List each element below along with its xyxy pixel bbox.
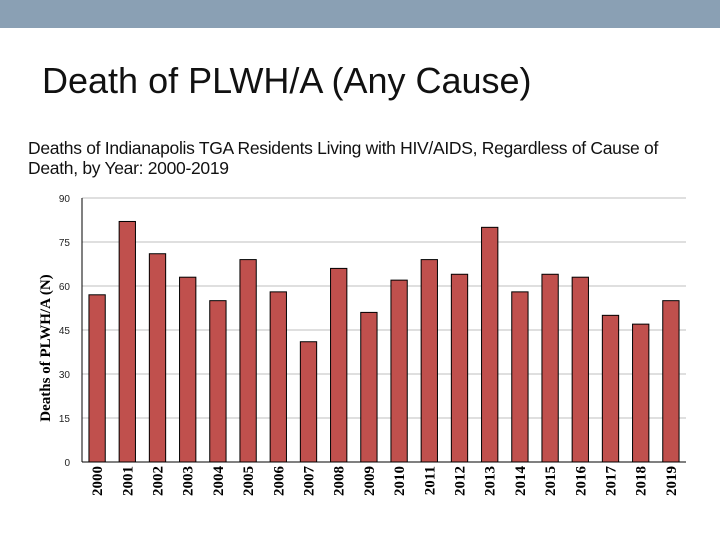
x-tick-label: 2016 — [573, 466, 589, 497]
bar-2015 — [541, 273, 559, 463]
x-tick-label: 2002 — [151, 466, 167, 496]
bar-2007 — [299, 341, 318, 463]
y-tick-label: 0 — [64, 458, 70, 469]
x-tick-label: 2011 — [422, 466, 438, 495]
bar-2003 — [179, 276, 197, 463]
bar-2017 — [601, 314, 620, 463]
bar-2010 — [390, 279, 408, 463]
y-tick-label: 45 — [59, 326, 71, 337]
header-bar — [0, 0, 720, 28]
bar-2006 — [269, 291, 287, 463]
slide-title: Death of PLWH/A (Any Cause) — [42, 60, 532, 101]
bar-2009 — [360, 311, 378, 463]
x-tick-label: 2015 — [543, 466, 559, 496]
x-tick-label: 2012 — [453, 466, 469, 496]
x-tick-label: 2018 — [634, 466, 650, 496]
chart-title: Deaths of Indianapolis TGA Residents Liv… — [28, 138, 659, 178]
x-tick-label: 2003 — [181, 466, 197, 496]
bar-2000 — [88, 294, 106, 463]
x-tick-label: 2009 — [362, 466, 378, 496]
x-tick-label: 2001 — [120, 466, 136, 496]
x-tick-label: 2000 — [90, 466, 106, 496]
x-tick-label: 2006 — [271, 466, 287, 497]
bar-2004 — [209, 300, 227, 463]
x-tick-label: 2013 — [483, 466, 499, 496]
bar-2013 — [481, 226, 499, 463]
bar-2018 — [632, 323, 650, 463]
bar-2008 — [330, 267, 348, 463]
bar-2001 — [118, 220, 136, 463]
bar-2005 — [239, 259, 257, 463]
x-tick-label: 2007 — [302, 466, 318, 497]
x-tick-label: 2019 — [664, 466, 680, 496]
y-tick-label: 60 — [59, 282, 71, 293]
bar-2011 — [420, 259, 438, 463]
x-tick-label: 2008 — [332, 466, 348, 496]
y-tick-label: 90 — [59, 194, 71, 205]
y-tick-label: 15 — [59, 414, 71, 425]
y-tick-label: 30 — [59, 370, 71, 381]
bar-2002 — [148, 253, 167, 463]
bar-2019 — [662, 300, 680, 463]
x-tick-label: 2014 — [513, 466, 529, 497]
x-tick-label: 2010 — [392, 466, 408, 496]
bar-2012 — [450, 273, 469, 463]
x-tick-label: 2005 — [241, 466, 257, 496]
y-axis-title: Deaths of PLWH/A (N) — [38, 274, 54, 421]
y-tick-label: 75 — [59, 238, 71, 249]
bar-2016 — [571, 276, 589, 463]
x-tick-label: 2004 — [211, 466, 227, 497]
x-tick-label: 2017 — [604, 466, 620, 497]
bar-2014 — [511, 291, 529, 463]
